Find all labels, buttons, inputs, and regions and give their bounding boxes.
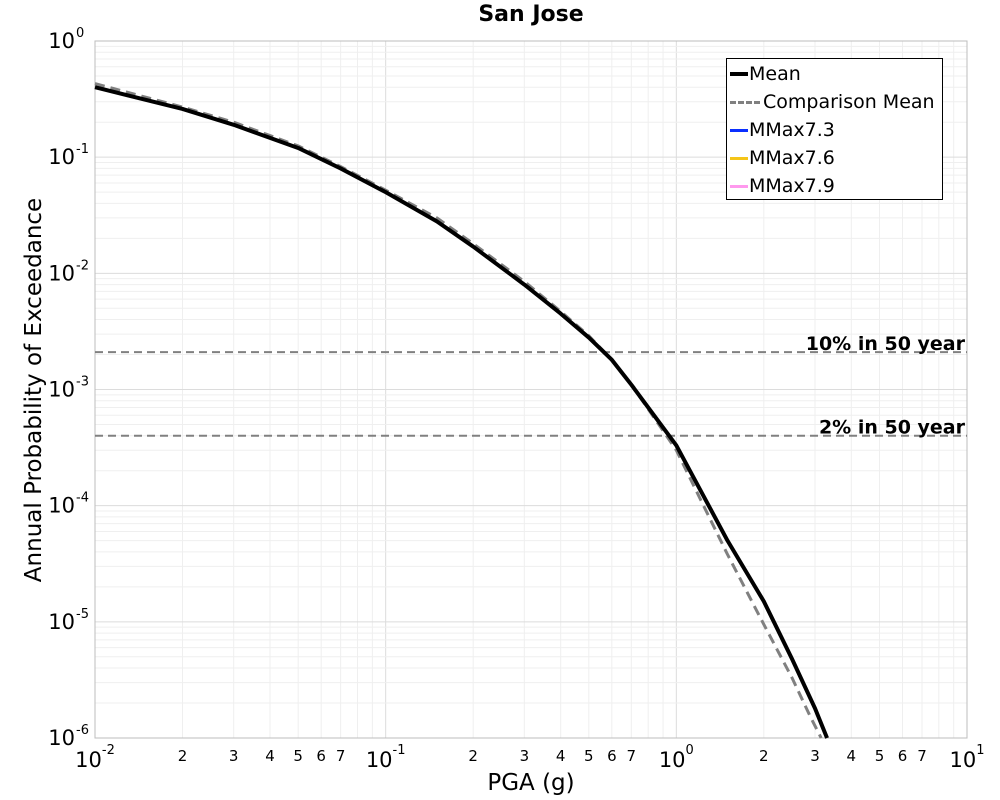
legend-item-comparison-mean: Comparison Mean: [727, 89, 942, 115]
x-minor-tick-label: 7: [917, 747, 927, 765]
legend-item-mmax73: MMax7.3: [727, 117, 942, 143]
x-minor-tick-label: 6: [316, 747, 326, 765]
x-minor-tick-label: 4: [265, 747, 275, 765]
x-minor-tick-label: 5: [293, 747, 303, 765]
legend-swatch-mmax73: [730, 129, 748, 132]
x-major-tick-label: 10-2: [75, 743, 115, 772]
legend-label-mean: Mean: [749, 63, 801, 85]
y-major-tick-label: 10: [48, 29, 75, 53]
x-minor-tick-label: 4: [556, 747, 566, 765]
y-major-tick-exponent: -3: [76, 375, 89, 390]
x-minor-tick-label: 3: [229, 747, 239, 765]
legend-label-mmax76: MMax7.6: [749, 147, 835, 169]
x-minor-tick-label: 2: [759, 747, 769, 765]
legend-item-mean: Mean: [727, 61, 942, 87]
y-major-tick-label: 10: [48, 145, 75, 169]
y-major-tick-label: 10: [48, 726, 75, 750]
x-minor-tick-label: 2: [468, 747, 478, 765]
x-major-tick-label: 101: [949, 743, 984, 772]
legend-swatch-mmax76: [730, 157, 748, 160]
legend-label-comparison-mean: Comparison Mean: [763, 91, 935, 113]
x-minor-tick-label: 7: [336, 747, 346, 765]
y-major-tick-exponent: -2: [76, 258, 89, 273]
reference-line-label: 10% in 50 year: [806, 333, 966, 355]
legend-swatch-comparison-mean: [730, 101, 760, 104]
y-major-tick-label: 10: [48, 378, 75, 402]
legend-swatch-mean: [730, 72, 748, 76]
x-minor-tick-label: 5: [875, 747, 885, 765]
x-major-tick-label: 10-1: [366, 743, 406, 772]
plot-area-border: [94, 40, 968, 739]
y-major-tick-exponent: 0: [76, 26, 84, 41]
y-major-tick-label: 10: [48, 610, 75, 634]
legend-label-mmax73: MMax7.3: [749, 119, 835, 141]
x-minor-tick-label: 7: [627, 747, 637, 765]
y-major-tick-label: 10: [48, 494, 75, 518]
y-major-tick-exponent: -6: [76, 723, 89, 738]
series-line-mean: [94, 85, 829, 739]
reference-lines-layer: 10% in 50 year 2% in 50 year: [95, 333, 967, 439]
y-axis-label: Annual Probability of Exceedance: [21, 197, 47, 583]
legend: Mean Comparison Mean MMax7.3 MMax7.6 MMa…: [726, 58, 943, 200]
y-major-tick-exponent: -1: [76, 142, 89, 157]
x-minor-tick-label: 5: [584, 747, 594, 765]
legend-item-mmax76: MMax7.6: [727, 145, 942, 171]
x-minor-tick-label: 3: [520, 747, 530, 765]
series-layer: [94, 82, 829, 739]
y-major-tick-label: 10: [48, 261, 75, 285]
x-minor-tick-label: 2: [178, 747, 188, 765]
reference-line-label: 2% in 50 year: [819, 417, 966, 439]
legend-label-mmax79: MMax7.9: [749, 175, 835, 197]
x-axis-label: PGA (g): [487, 770, 575, 796]
legend-swatch-mmax79: [730, 185, 748, 188]
y-major-tick-exponent: -5: [76, 607, 89, 622]
x-minor-tick-label: 6: [607, 747, 617, 765]
chart-title: San Jose: [478, 2, 584, 27]
x-minor-tick-label: 3: [810, 747, 820, 765]
x-minor-tick-label: 6: [898, 747, 908, 765]
series-line-comparison-mean: [94, 82, 823, 739]
legend-item-mmax79: MMax7.9: [727, 173, 942, 199]
y-major-tick-exponent: -4: [76, 491, 89, 506]
x-minor-tick-label: 4: [847, 747, 857, 765]
x-major-tick-label: 100: [659, 743, 694, 772]
